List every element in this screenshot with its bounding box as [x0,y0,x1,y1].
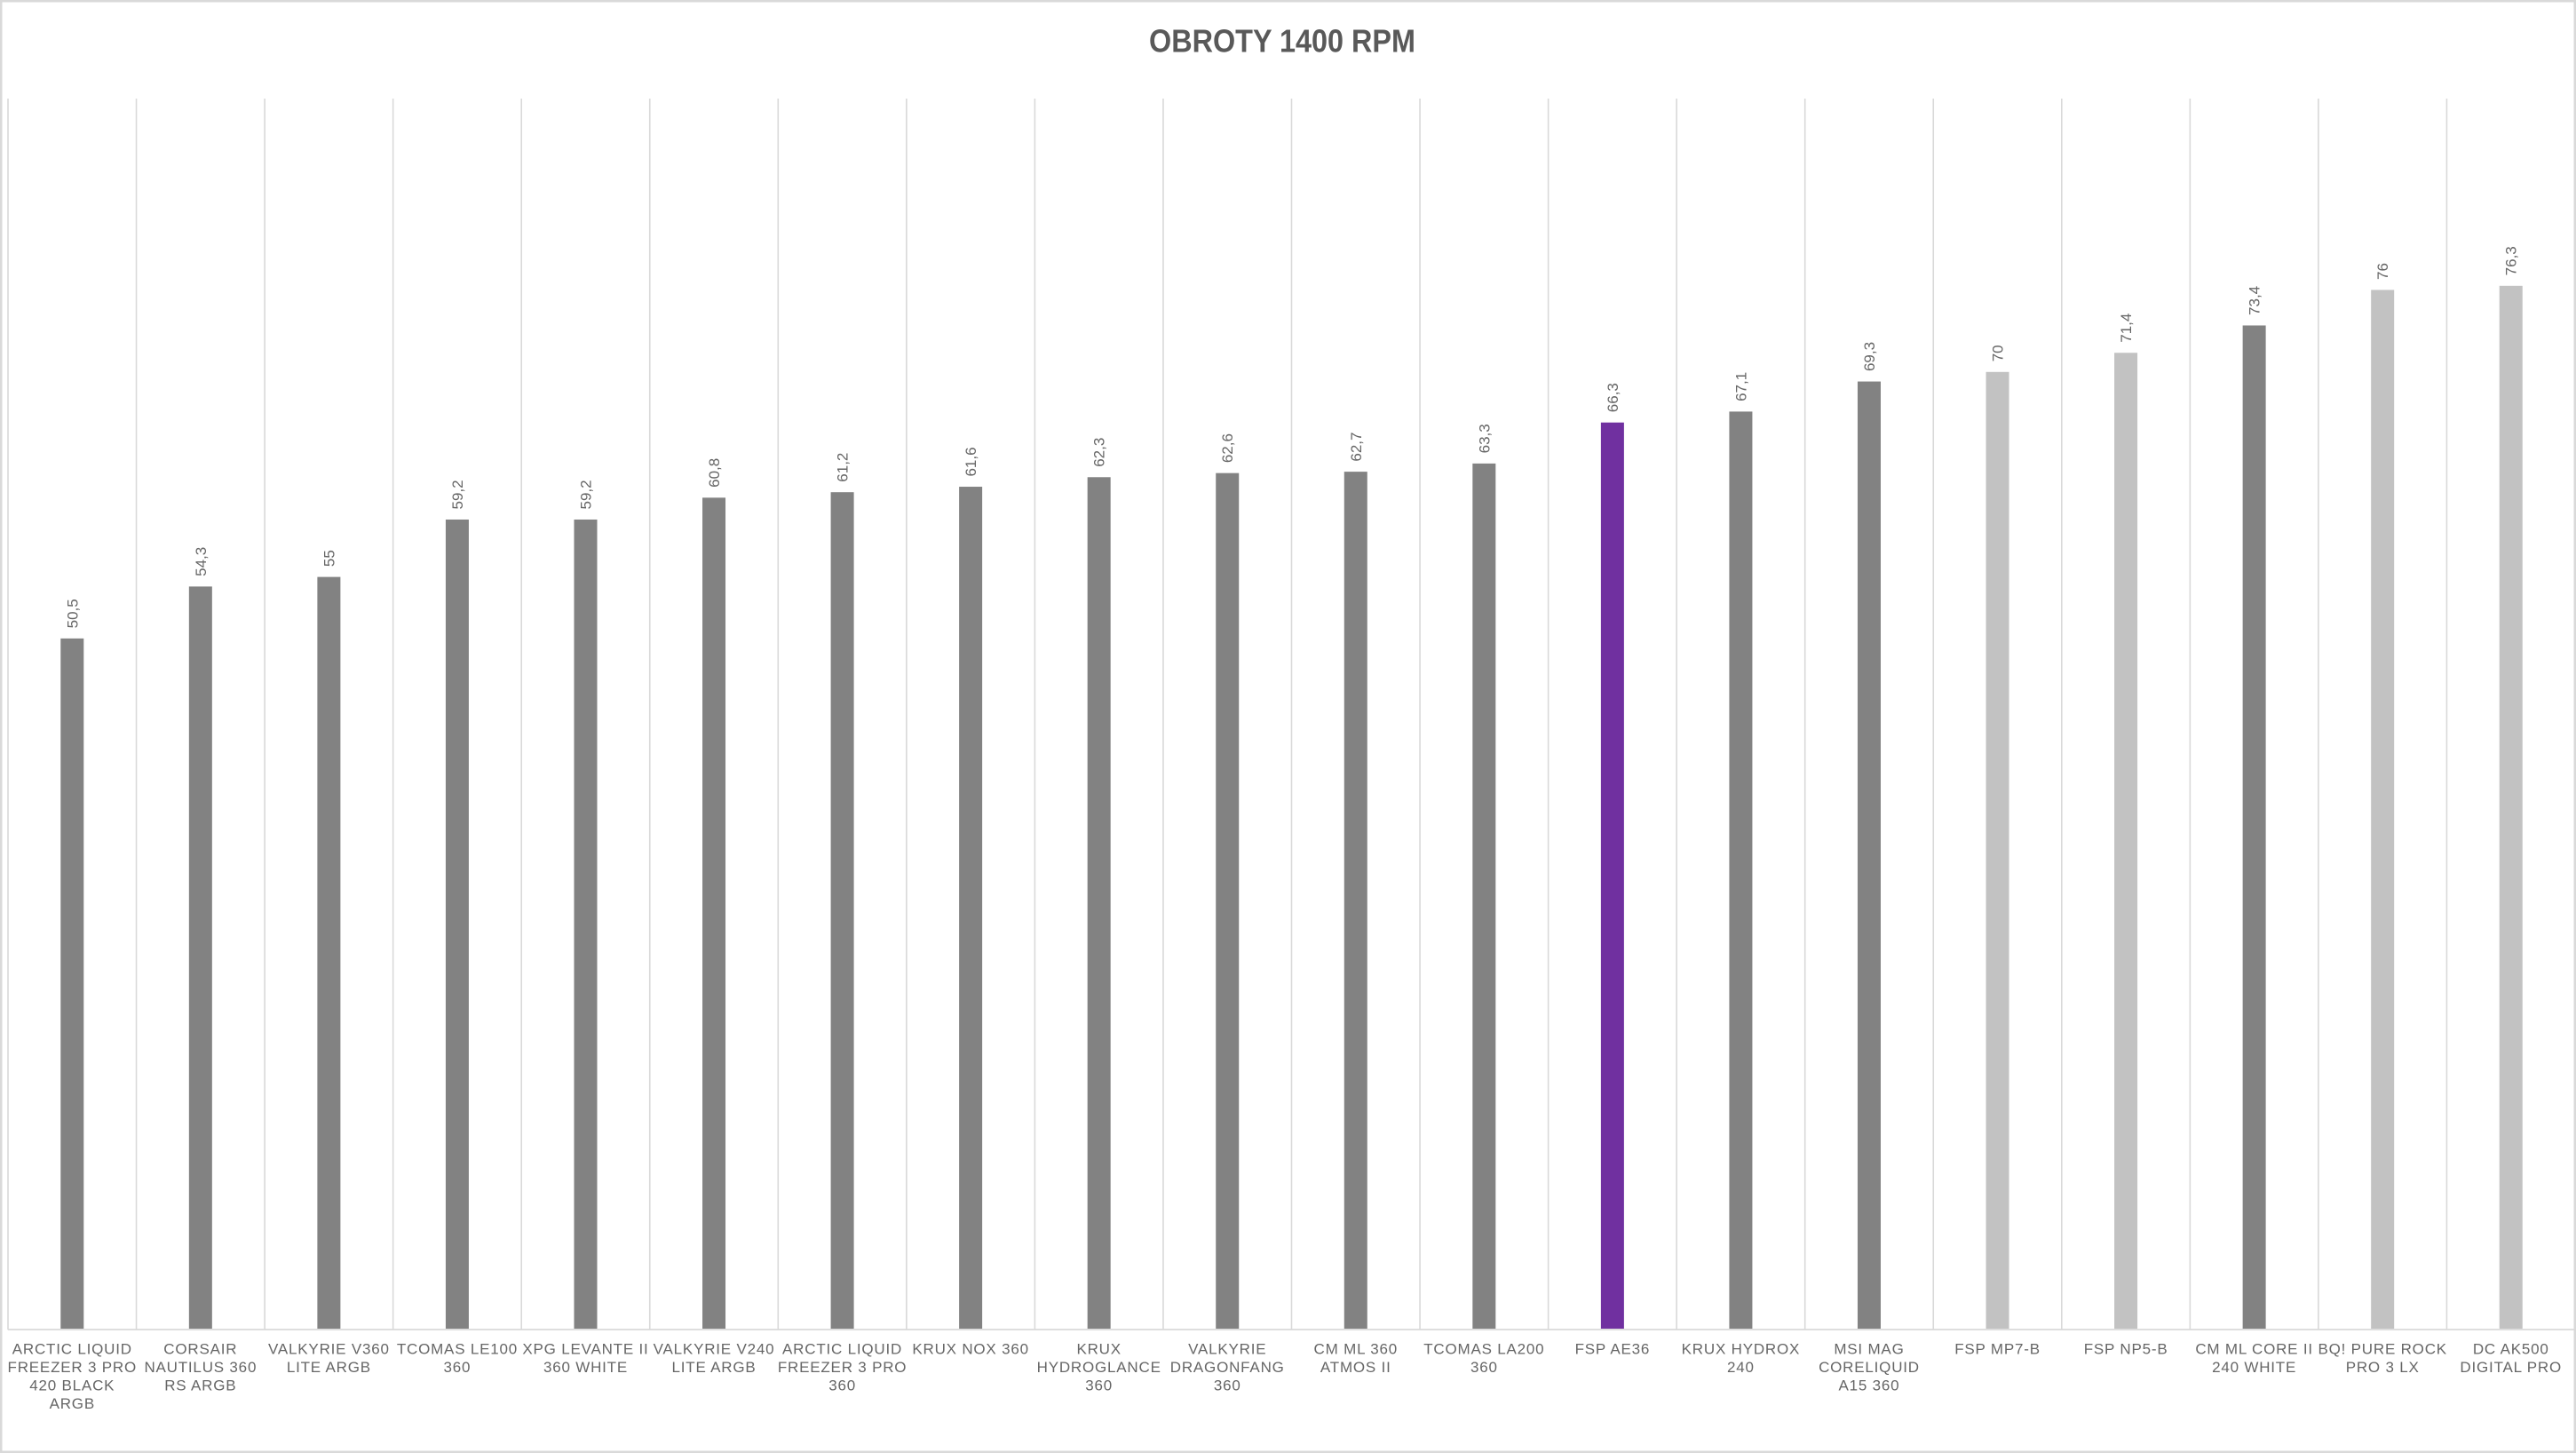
svg-text:69,3: 69,3 [1861,342,1878,371]
svg-text:76: 76 [2374,263,2391,280]
svg-text:55: 55 [321,550,337,567]
svg-text:61,2: 61,2 [835,453,852,482]
svg-text:73,4: 73,4 [2247,286,2263,315]
svg-text:63,3: 63,3 [1476,424,1493,453]
svg-text:OBROTY 1400 RPM: OBROTY 1400 RPM [1149,23,1415,60]
svg-text:FSP AE36: FSP AE36 [1575,1341,1651,1358]
svg-text:62,3: 62,3 [1091,438,1108,467]
svg-text:67,1: 67,1 [1732,372,1749,401]
svg-text:60,8: 60,8 [706,458,723,488]
svg-text:70: 70 [1990,345,2007,361]
svg-text:62,6: 62,6 [1219,433,1236,463]
svg-text:61,6: 61,6 [963,447,979,476]
svg-text:59,2: 59,2 [449,480,466,509]
svg-text:KRUX NOX 360: KRUX NOX 360 [912,1341,1028,1358]
svg-text:FSP NP5-B: FSP NP5-B [2084,1341,2168,1358]
svg-text:59,2: 59,2 [577,480,594,509]
svg-text:54,3: 54,3 [193,547,210,576]
svg-text:71,4: 71,4 [2118,314,2135,343]
svg-text:76,3: 76,3 [2503,246,2520,275]
svg-text:FSP MP7-B: FSP MP7-B [1954,1341,2041,1358]
svg-text:66,3: 66,3 [1605,383,1621,412]
svg-text:62,7: 62,7 [1348,433,1365,462]
svg-text:50,5: 50,5 [64,599,81,628]
